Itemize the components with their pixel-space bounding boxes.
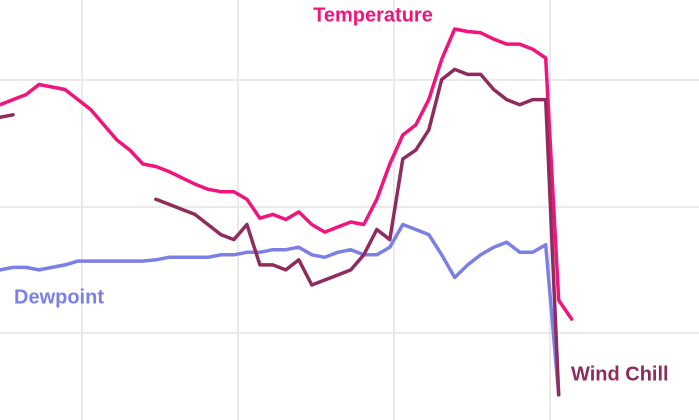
series-line xyxy=(0,27,574,321)
series-label: Temperature xyxy=(313,4,433,26)
series-label: Dewpoint xyxy=(14,286,104,308)
series-label: Wind Chill xyxy=(571,363,669,385)
series-line xyxy=(0,222,561,397)
series-line xyxy=(0,67,561,397)
